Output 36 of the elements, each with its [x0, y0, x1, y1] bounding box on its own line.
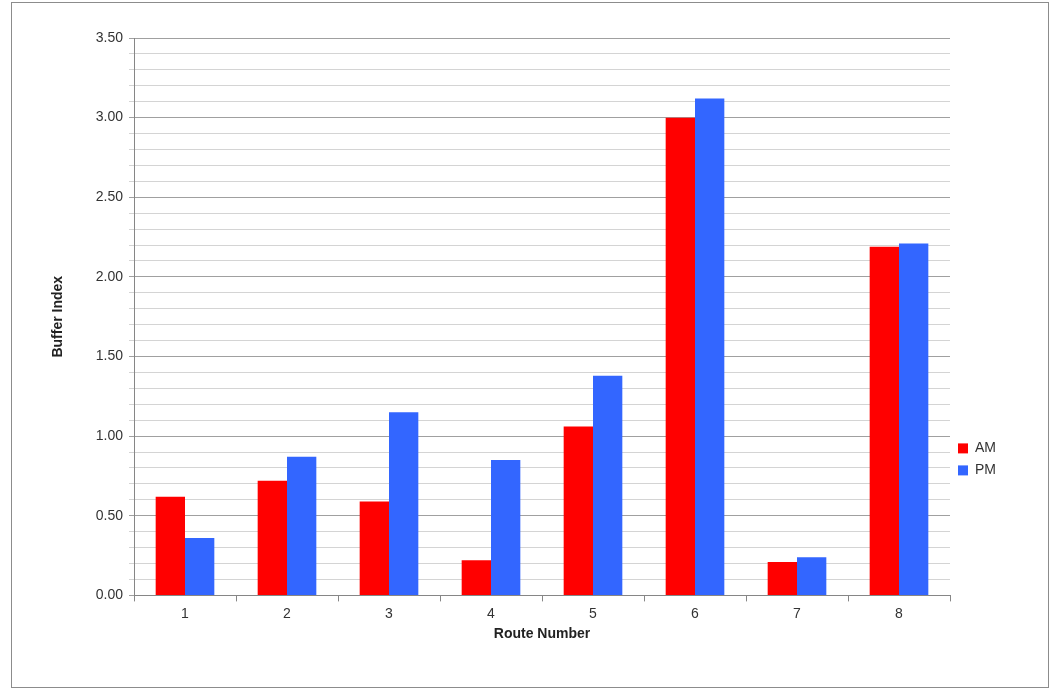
bar — [155, 496, 185, 595]
x-axis-title: Route Number — [493, 625, 591, 642]
y-tick-label: 3.00 — [95, 108, 124, 125]
x-tick-label: 1 — [181, 604, 190, 621]
legend-label: AM — [975, 439, 996, 456]
bar — [491, 460, 521, 595]
x-tick-label: 7 — [793, 604, 802, 621]
x-tick-label: 8 — [895, 604, 904, 621]
bar — [797, 557, 827, 595]
y-axis-title: Buffer Index — [49, 275, 66, 358]
bar — [665, 117, 695, 595]
y-tick-label: 3.50 — [95, 28, 124, 45]
x-tick-label: 6 — [691, 604, 700, 621]
y-tick-label: 2.00 — [95, 267, 124, 284]
bar — [899, 243, 929, 595]
bar — [389, 412, 419, 595]
y-tick-label: 1.50 — [95, 347, 124, 364]
bar — [257, 480, 287, 595]
bar — [359, 501, 389, 595]
bar — [461, 560, 491, 595]
x-tick-label: 4 — [487, 604, 496, 621]
x-tick-label: 3 — [385, 604, 394, 621]
bar — [767, 561, 797, 595]
y-tick-label: 2.50 — [95, 188, 124, 205]
bar — [695, 98, 725, 595]
legend-label: PM — [975, 461, 996, 478]
x-tick-label: 2 — [283, 604, 292, 621]
y-tick-label: 1.00 — [95, 427, 124, 443]
bar — [563, 426, 593, 595]
y-tick-label: 0.00 — [95, 586, 124, 603]
bar — [185, 538, 215, 595]
bar — [869, 246, 899, 595]
x-tick-label: 5 — [589, 604, 598, 621]
y-tick-label: 0.50 — [95, 506, 124, 523]
bar — [287, 456, 317, 595]
bar — [593, 375, 623, 595]
